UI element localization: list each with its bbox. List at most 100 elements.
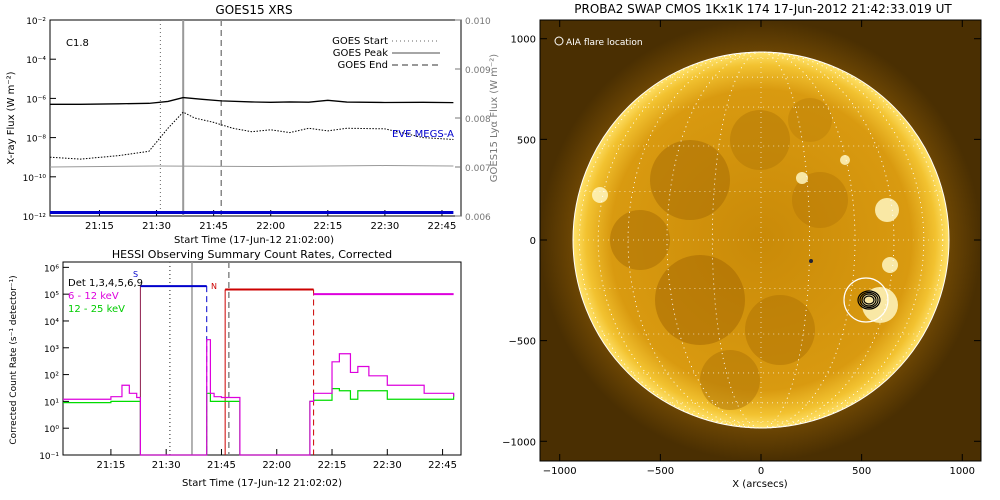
hessi-12-25-kev-line	[63, 387, 455, 456]
swap-annotation: AIA flare location	[566, 38, 643, 48]
goes-class-label: C1.8	[66, 38, 89, 49]
swap-x-axis: −1000 −500 0 500 1000	[543, 20, 975, 477]
y-tick-label: 0	[530, 236, 536, 247]
swap-panel: PROBA2 SWAP CMOS 1Kx1K 174 17-Jun-2012 2…	[502, 2, 982, 490]
y-tick-label: 1000	[511, 35, 536, 46]
swap-title: PROBA2 SWAP CMOS 1Kx1K 174 17-Jun-2012 2…	[574, 2, 952, 16]
x-tick-label: 21:15	[85, 221, 114, 232]
flare-contour	[859, 291, 879, 309]
dark-region	[792, 172, 848, 228]
dark-region	[788, 98, 832, 142]
sun-texture	[592, 98, 899, 410]
x-tick-label: −1000	[543, 466, 577, 477]
y-right-tick-label: 0.006	[465, 213, 491, 223]
hessi-flag-s: S	[133, 270, 138, 279]
goes-ylabel-right: GOES15 Lyα Flux (W m⁻²)	[489, 54, 500, 182]
swap-y-axis: 1000 500 0 −500 −1000	[502, 35, 981, 448]
hessi-legend-12-25: 12 - 25 keV	[68, 304, 125, 315]
goes-short-channel-line	[49, 111, 454, 160]
flare-contours	[857, 290, 881, 310]
y-right-tick-label: 0.010	[465, 17, 491, 27]
hessi-y-axis: 10⁶ 10⁵ 10⁴ 10³ 10² 10¹ 10⁰ 10⁻¹	[39, 264, 69, 462]
y-tick-label: 10⁴	[44, 318, 59, 328]
hessi-6-12-kev-line	[63, 339, 455, 456]
x-tick-label: 21:30	[142, 221, 171, 232]
dark-region	[730, 110, 790, 170]
goes-y-axis-right: 0.010 0.009 0.008 0.007 0.006	[455, 17, 491, 223]
y-tick-label: 10⁰	[44, 425, 59, 435]
bright-region	[875, 198, 899, 222]
bright-region	[592, 187, 608, 203]
y-tick-label: 10³	[44, 345, 59, 355]
goes-plot-area	[49, 20, 454, 216]
goes-axes-frame	[49, 19, 462, 217]
x-tick-label: 22:15	[318, 460, 347, 471]
x-tick-label: 22:45	[428, 221, 457, 232]
x-tick-label: 500	[852, 466, 871, 477]
goes-legend: GOES Start GOES Peak GOES End	[332, 36, 440, 71]
y-tick-label: 10²	[44, 372, 59, 382]
x-tick-label: 22:15	[313, 221, 342, 232]
y-right-tick-label: 0.008	[465, 115, 491, 125]
y-tick-label: 10⁻²	[26, 17, 46, 27]
x-tick-label: 21:45	[207, 460, 236, 471]
disk-center-marker	[809, 259, 813, 263]
flare-contour	[863, 295, 875, 305]
flare-contour	[857, 290, 881, 310]
x-tick-label: 22:00	[256, 221, 285, 232]
goes-long-channel-line	[50, 96, 454, 105]
bright-region	[882, 257, 898, 273]
hessi-title: HESSI Observing Summary Count Rates, Cor…	[112, 248, 392, 261]
dark-region	[610, 210, 670, 270]
goes-panel: GOES15 XRS 10⁻² 10⁻⁴ 10⁻⁶ 10⁻⁸ 10⁻¹⁰ 10⁻¹² 0.…	[6, 3, 500, 246]
annotation-circle-symbol	[554, 36, 564, 46]
y-tick-label: 10⁻⁸	[26, 135, 46, 145]
goes-legend-end: GOES End	[338, 60, 388, 71]
flare-contour	[861, 293, 877, 307]
goes-legend-start: GOES Start	[332, 36, 388, 47]
dark-region	[650, 140, 730, 220]
dark-region	[745, 295, 815, 365]
heliographic-grid	[573, 51, 949, 429]
y-tick-label: −1000	[502, 437, 536, 448]
y-tick-label: 10⁵	[44, 291, 59, 301]
goes-y-axis: 10⁻² 10⁻⁴ 10⁻⁶ 10⁻⁸ 10⁻¹⁰ 10⁻¹²	[23, 17, 56, 223]
longitude-line	[666, 51, 856, 429]
y-tick-label: 10¹	[44, 398, 59, 408]
goes-title: GOES15 XRS	[215, 3, 292, 17]
hessi-legend: Det 1,3,4,5,6,9 6 - 12 keV 12 - 25 keV	[68, 278, 143, 315]
x-tick-label: 21:30	[152, 460, 181, 471]
hessi-panel: HESSI Observing Summary Count Rates, Cor…	[9, 248, 462, 489]
hessi-axes-frame	[62, 261, 462, 456]
bright-region	[840, 155, 850, 165]
swap-xlabel: X (arcsecs)	[732, 479, 788, 490]
y-right-tick-label: 0.009	[465, 66, 491, 76]
goes-legend-peak: GOES Peak	[333, 48, 388, 59]
x-tick-label: 1000	[950, 466, 975, 477]
x-tick-label: 22:30	[373, 460, 402, 471]
longitude-line	[579, 51, 943, 429]
hessi-legend-6-12: 6 - 12 keV	[68, 291, 119, 302]
hessi-plot-area	[63, 262, 455, 456]
goes-eve-label: EVE MEGS-A	[392, 129, 454, 140]
hessi-ylabel: Corrected Count Rate (s⁻¹ detector⁻¹)	[9, 275, 19, 444]
y-tick-label: 10⁶	[44, 264, 59, 274]
goes-x-axis: 21:15 21:30 21:45 22:00 22:15 22:30 22:45	[85, 210, 456, 232]
x-tick-label: 0	[758, 466, 764, 477]
x-tick-label: 21:15	[96, 460, 125, 471]
x-tick-label: 21:45	[199, 221, 228, 232]
dark-region	[700, 350, 760, 410]
sun-disk	[573, 52, 949, 428]
goes-lyman-alpha-line	[49, 165, 454, 168]
y-tick-label: 10⁻¹²	[23, 213, 47, 223]
y-tick-label: 10⁻¹⁰	[23, 174, 47, 184]
goes-xlabel: Start Time (17-Jun-12 21:02:00)	[174, 235, 334, 246]
y-tick-label: 10⁻⁴	[26, 56, 46, 66]
x-tick-label: −500	[647, 466, 674, 477]
dark-region	[655, 255, 745, 345]
bright-region	[796, 172, 808, 184]
goes-ylabel: X-ray Flux (W m⁻²)	[6, 71, 17, 164]
longitude-line	[627, 51, 895, 429]
hessi-xlabel: Start Time (17-Jun-12 21:02:02)	[182, 478, 342, 489]
